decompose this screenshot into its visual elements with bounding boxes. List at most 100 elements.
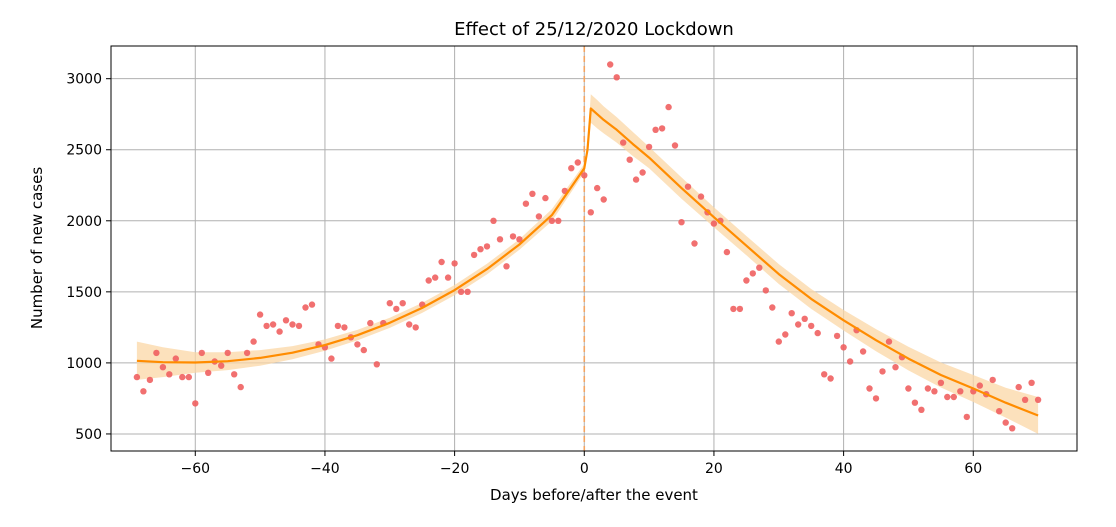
y-axis-label: Number of new cases: [28, 167, 46, 330]
observation-point: [185, 373, 192, 381]
observation-point: [671, 142, 679, 149]
observation-point: [795, 321, 802, 328]
observation-point: [386, 300, 393, 307]
observation-point: [639, 169, 646, 176]
observation-point: [354, 341, 361, 348]
observation-point: [743, 277, 750, 284]
observation-point: [256, 311, 264, 318]
observation-point: [341, 324, 348, 331]
observation-point: [665, 103, 672, 111]
observation-point: [490, 217, 497, 224]
observation-point: [808, 322, 815, 330]
observation-point: [282, 317, 290, 324]
observation-point: [879, 368, 886, 375]
observation-point: [1034, 396, 1042, 403]
observation-point: [769, 304, 776, 311]
observation-point: [140, 388, 147, 395]
observation-point: [736, 305, 744, 313]
fit-line-layer: [136, 107, 1039, 417]
observation-point: [937, 379, 945, 386]
observation-point: [710, 220, 718, 227]
observation-point: [464, 288, 471, 295]
observation-point: [872, 395, 880, 402]
observation-point: [691, 240, 698, 247]
observation-point: [775, 338, 782, 345]
observation-point: [308, 301, 316, 308]
y-tick-label: 1500: [66, 285, 102, 301]
observation-point: [859, 348, 867, 355]
observation-point: [885, 338, 893, 345]
observation-point: [944, 393, 951, 401]
plot-frame: [110, 45, 1078, 452]
observation-points-layer: [133, 61, 1042, 432]
observation-point: [295, 322, 303, 330]
observation-point: [626, 156, 633, 163]
observation-point: [1002, 419, 1009, 426]
observation-point: [470, 251, 478, 259]
x-tick-layer: −60 −40 −20 0 20 40 60: [181, 451, 982, 477]
observation-point: [276, 328, 283, 335]
grid-layer: [111, 46, 1077, 451]
observation-point: [263, 322, 270, 330]
observation-point: [432, 274, 439, 281]
y-tick-label: 3000: [66, 72, 102, 88]
observation-point: [723, 248, 731, 256]
observation-point: [218, 362, 225, 369]
observation-point: [477, 246, 484, 253]
observation-point: [198, 349, 205, 357]
x-tick-label: 0: [580, 461, 589, 477]
observation-point: [801, 315, 808, 322]
observation-point: [632, 176, 640, 183]
observation-point: [133, 373, 141, 381]
observation-point: [516, 236, 523, 243]
observation-point: [866, 385, 873, 392]
confidence-band-layer: [136, 94, 1039, 434]
observation-point: [911, 399, 919, 406]
observation-point: [1021, 396, 1029, 403]
observation-point: [658, 125, 666, 132]
observation-point: [581, 172, 588, 179]
y-tick-label: 2000: [66, 214, 102, 230]
observation-point: [762, 287, 769, 294]
observation-point: [153, 349, 160, 357]
x-tick-label: −60: [181, 461, 211, 477]
observation-point: [503, 263, 510, 270]
observation-point: [496, 236, 504, 243]
confidence-band: [587, 94, 1039, 434]
observation-point: [367, 319, 374, 327]
x-axis-label: Days before/after the event: [490, 486, 698, 504]
observation-point: [989, 376, 996, 384]
observation-point: [360, 346, 367, 354]
observation-point: [814, 329, 821, 337]
observation-point: [600, 196, 607, 203]
observation-point: [159, 364, 167, 371]
observation-point: [535, 213, 543, 220]
y-tick-label: 1000: [66, 356, 102, 372]
observation-point: [846, 358, 854, 365]
confidence-band: [136, 163, 585, 380]
observation-point: [652, 126, 659, 133]
observation-point: [529, 190, 536, 197]
observation-point: [406, 321, 413, 328]
observation-point: [1009, 425, 1016, 432]
observation-point: [924, 385, 932, 392]
observation-point: [963, 413, 970, 421]
observation-point: [574, 159, 581, 166]
observation-point: [892, 364, 899, 371]
observation-point: [451, 260, 458, 267]
observation-point: [269, 321, 277, 328]
observation-point: [224, 349, 231, 357]
observation-point: [231, 371, 238, 378]
observation-point: [250, 338, 257, 345]
observation-point: [444, 274, 452, 281]
x-tick-label: 40: [835, 461, 853, 477]
observation-point: [179, 373, 186, 381]
observation-point: [205, 369, 212, 376]
observation-point: [931, 388, 938, 395]
observation-point: [782, 331, 789, 338]
fit-line: [136, 107, 1039, 417]
observation-point: [678, 219, 685, 226]
observation-point: [509, 233, 517, 240]
observation-point: [542, 194, 549, 202]
